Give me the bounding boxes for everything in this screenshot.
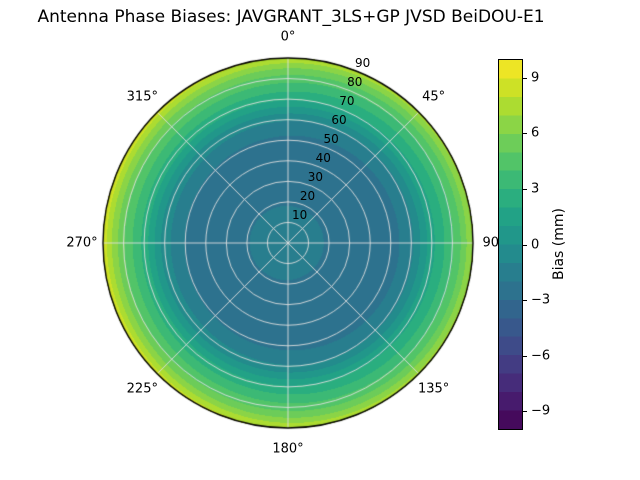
radial-tick-label: 50 [323,131,339,146]
colorbar: 9 6 3 0 −3 −6 −9 [498,59,550,430]
radial-tick-label: 90 [354,55,371,70]
figure-title: Antenna Phase Biases: JAVGRANT_3LS+GP JV… [37,7,545,27]
angular-tick-label: 45° [422,89,446,105]
colorbar-tick-label: −6 [531,348,551,364]
colorbar-tick-label: −9 [531,403,551,419]
radial-tick-label: 70 [339,93,355,108]
radial-tick-label: 80 [347,74,363,89]
radial-tick-label: 30 [307,169,324,184]
radial-tick-label: 40 [315,150,331,165]
radial-tick-label: 20 [299,188,316,203]
colorbar-tick [523,77,527,79]
colorbar-tick-label: 9 [531,70,540,86]
colorbar-tick [523,300,527,302]
colorbar-tick [523,244,527,246]
colorbar-label: Bias (mm) [551,207,567,281]
colorbar-gradient [498,59,523,430]
colorbar-tick-label: 6 [531,125,540,141]
angular-tick-label: 135° [417,381,450,397]
angular-tick-label: 270° [66,235,98,251]
polar-heatmap-canvas [98,53,478,433]
colorbar-tick [523,355,527,357]
colorbar-tick [523,133,527,135]
polar-axis-labels: 0° 45° 90° 135° 180° 225° 270° 315° 10 20 30 40 50 60… [66,30,505,457]
polar-plot: 0° 45° 90° 135° 180° 225° 270° 315° 10 20 30 40 50 60… [66,30,505,457]
radial-tick-label: 60 [331,112,347,127]
angular-tick-label: 0° [280,29,296,45]
colorbar-tick [523,188,527,190]
colorbar-tick-label: 0 [531,237,540,252]
angular-tick-label: 180° [272,441,304,457]
angular-tick-label: 225° [126,381,158,397]
angular-tick-label: 315° [126,89,158,105]
radial-tick-label: 10 [292,207,308,222]
colorbar-tick-label: 3 [531,181,540,197]
colorbar-tick [523,411,527,413]
colorbar-tick-label: −3 [531,292,551,308]
